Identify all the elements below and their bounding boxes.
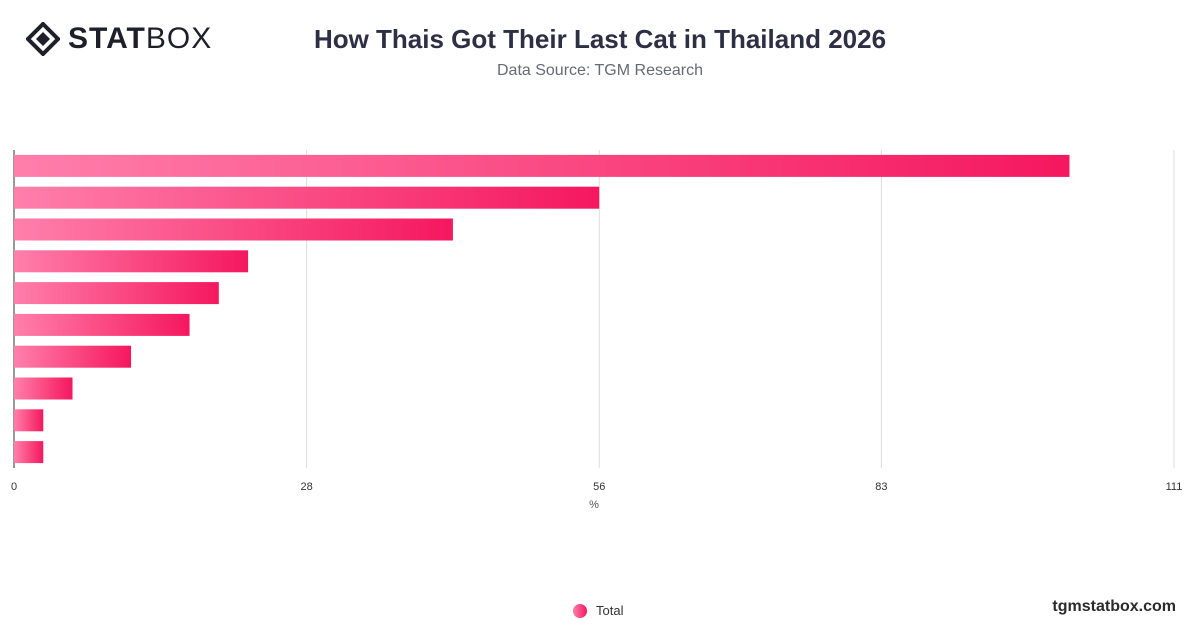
legend-label-total: Total [596, 603, 624, 618]
statbox-logo: STATBOX [26, 22, 212, 56]
bar[interactable] [14, 250, 249, 273]
x-tick-label: 28 [300, 481, 312, 493]
x-tick-label: 0 [11, 481, 17, 493]
chart-title: How Thais Got Their Last Cat in Thailand… [313, 24, 887, 54]
legend[interactable]: Total [573, 603, 623, 618]
bar[interactable] [14, 409, 44, 432]
bar[interactable] [14, 313, 190, 336]
legend-marker [573, 603, 587, 618]
x-tick-label: 56 [593, 481, 605, 493]
bar[interactable] [14, 345, 132, 368]
x-tick-label: 83 [875, 481, 887, 493]
diamond-logo-icon [26, 22, 60, 56]
bar[interactable] [14, 186, 600, 209]
bar[interactable] [14, 154, 1070, 177]
bar[interactable] [14, 377, 73, 400]
x-tick-label: 111 [1166, 481, 1183, 493]
chart-subtitle: Data Source: TGM Research [496, 62, 703, 79]
x-axis-title: % [589, 499, 599, 511]
logo-wordmark: STATBOX [68, 22, 213, 55]
footer-site[interactable]: tgmstatbox.com [1052, 598, 1176, 615]
bar[interactable] [14, 218, 453, 241]
bar[interactable] [14, 282, 219, 305]
bar[interactable] [14, 441, 44, 464]
